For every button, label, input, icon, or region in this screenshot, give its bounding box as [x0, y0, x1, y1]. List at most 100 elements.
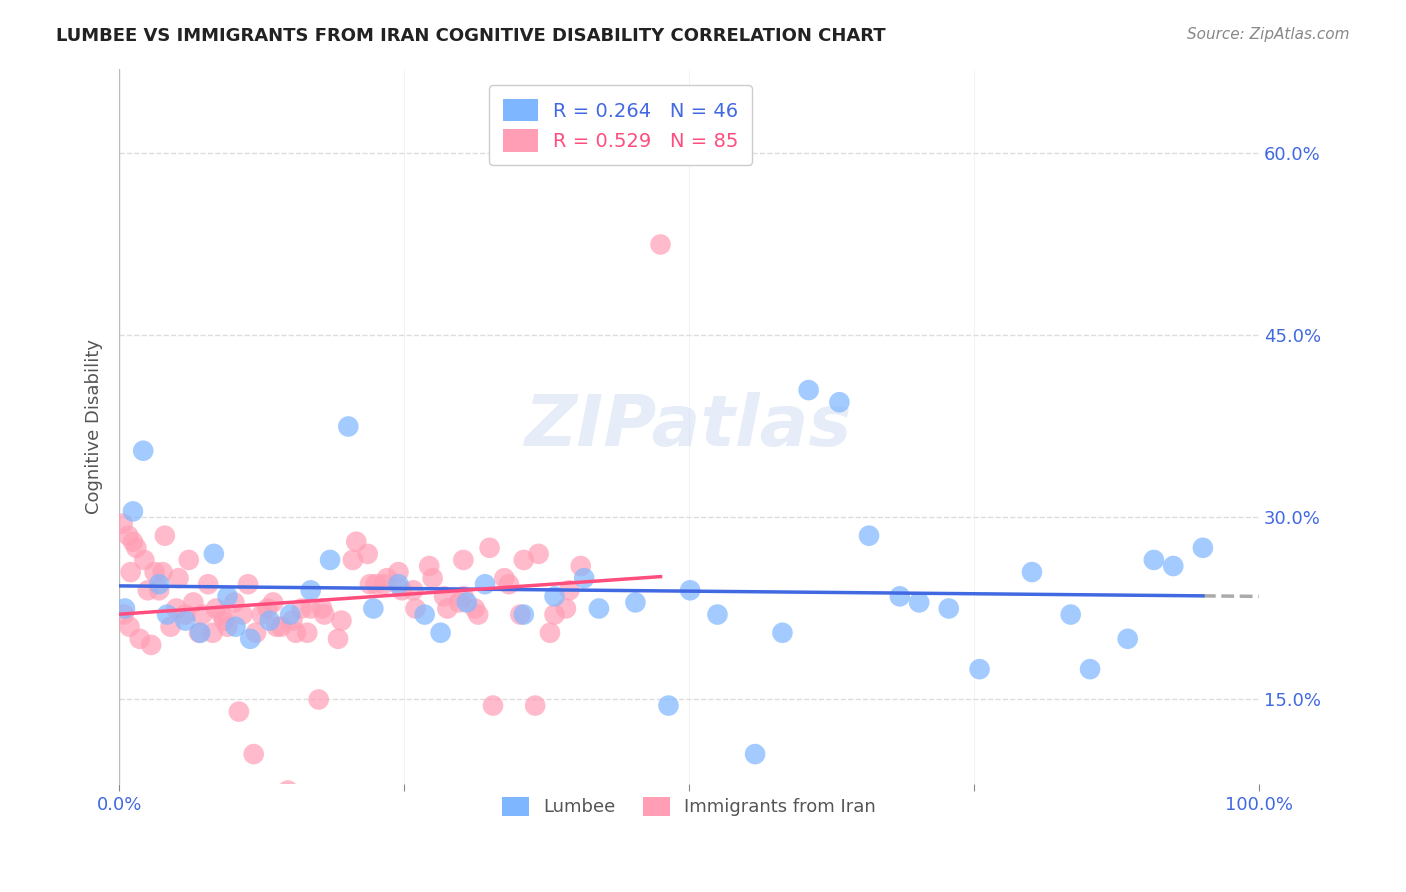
Point [1143, 553, 1166, 567]
Point [588, 601, 610, 615]
Point [174, 607, 197, 622]
Point [513, 553, 536, 567]
Point [433, 590, 456, 604]
Point [342, 553, 364, 567]
Point [224, 620, 246, 634]
Point [344, 534, 367, 549]
Point [118, 620, 141, 634]
Point [482, 698, 505, 713]
Point [330, 614, 353, 628]
Point [156, 607, 179, 622]
Point [513, 607, 536, 622]
Point [112, 607, 135, 622]
Point [1060, 607, 1083, 622]
Point [679, 583, 702, 598]
Point [770, 625, 793, 640]
Point [262, 595, 284, 609]
Point [114, 601, 136, 615]
Point [136, 583, 159, 598]
Point [299, 583, 322, 598]
Point [413, 607, 436, 622]
Point [391, 583, 413, 598]
Point [188, 625, 211, 640]
Point [308, 692, 330, 706]
Point [527, 547, 550, 561]
Point [319, 553, 342, 567]
Point [201, 625, 224, 640]
Point [858, 529, 880, 543]
Point [624, 595, 647, 609]
Point [299, 601, 322, 615]
Text: Source: ZipAtlas.com: Source: ZipAtlas.com [1187, 27, 1350, 42]
Point [148, 577, 170, 591]
Point [191, 607, 214, 622]
Point [152, 565, 174, 579]
Point [572, 571, 595, 585]
Point [236, 577, 259, 591]
Point [1021, 565, 1043, 579]
Point [387, 565, 409, 579]
Point [188, 625, 211, 640]
Point [453, 553, 475, 567]
Point [908, 595, 931, 609]
Point [256, 601, 278, 615]
Point [183, 595, 205, 609]
Point [159, 620, 181, 634]
Point [1116, 632, 1139, 646]
Point [167, 571, 190, 585]
Text: LUMBEE VS IMMIGRANTS FROM IRAN COGNITIVE DISABILITY CORRELATION CHART: LUMBEE VS IMMIGRANTS FROM IRAN COGNITIVE… [56, 27, 886, 45]
Point [125, 541, 148, 555]
Point [205, 601, 228, 615]
Point [217, 590, 239, 604]
Point [277, 783, 299, 797]
Point [337, 419, 360, 434]
Point [281, 614, 304, 628]
Point [543, 590, 565, 604]
Point [509, 607, 531, 622]
Point [239, 632, 262, 646]
Point [889, 590, 911, 604]
Point [357, 547, 380, 561]
Point [467, 607, 489, 622]
Point [1192, 541, 1215, 555]
Point [211, 607, 233, 622]
Point [498, 577, 520, 591]
Point [128, 632, 150, 646]
Point [174, 614, 197, 628]
Point [242, 747, 264, 761]
Point [202, 547, 225, 561]
Point [117, 529, 139, 543]
Point [744, 747, 766, 761]
Legend: Lumbee, Immigrants from Iran: Lumbee, Immigrants from Iran [494, 789, 886, 825]
Point [141, 638, 163, 652]
Point [245, 625, 267, 640]
Point [197, 577, 219, 591]
Point [569, 559, 592, 574]
Text: ZIPatlas: ZIPatlas [526, 392, 852, 461]
Point [422, 571, 444, 585]
Point [270, 620, 292, 634]
Point [436, 601, 458, 615]
Point [122, 534, 145, 549]
Point [177, 553, 200, 567]
Point [278, 607, 301, 622]
Point [111, 516, 134, 531]
Point [250, 607, 273, 622]
Y-axis label: Cognitive Disability: Cognitive Disability [86, 339, 103, 514]
Point [969, 662, 991, 676]
Point [938, 601, 960, 615]
Point [555, 601, 578, 615]
Point [373, 577, 395, 591]
Point [453, 590, 475, 604]
Point [134, 553, 156, 567]
Point [447, 595, 470, 609]
Point [456, 595, 478, 609]
Point [326, 632, 349, 646]
Point [558, 583, 581, 598]
Point [405, 601, 427, 615]
Point [494, 571, 516, 585]
Point [297, 625, 319, 640]
Point [650, 237, 672, 252]
Point [363, 601, 385, 615]
Point [387, 577, 409, 591]
